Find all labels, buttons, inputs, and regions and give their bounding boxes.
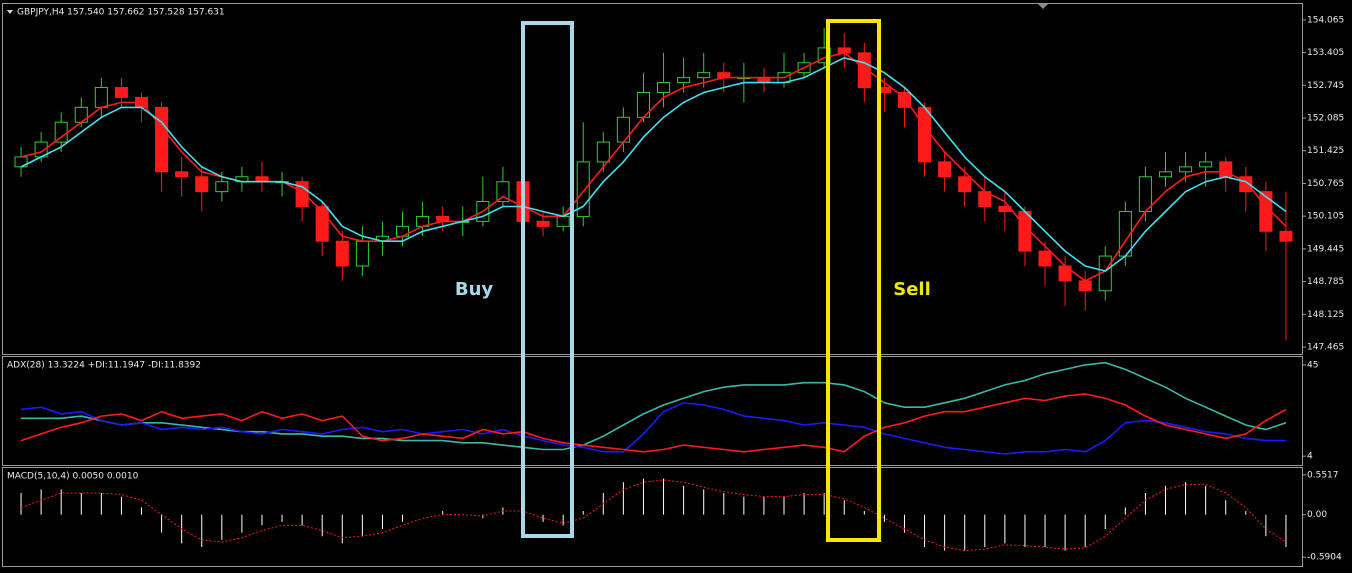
candle-body <box>657 82 671 93</box>
candle-body <box>114 87 128 98</box>
candle-body <box>1279 230 1293 242</box>
candle-body <box>958 176 972 193</box>
y-tick-label: 154.065 <box>1307 15 1344 25</box>
indicator-line <box>20 401 1286 455</box>
y-tick-label: 148.785 <box>1307 277 1344 287</box>
y-tick-label: -0.5904 <box>1307 553 1342 563</box>
candle-body <box>175 171 189 178</box>
candle-body <box>536 220 550 227</box>
y-tick-label: 148.125 <box>1307 310 1344 320</box>
candle-body <box>295 181 309 208</box>
sell-box <box>826 19 881 542</box>
candle-body <box>1179 166 1193 173</box>
candle-body <box>215 181 229 193</box>
candle-body <box>596 141 610 163</box>
macd-panel <box>2 467 1303 567</box>
buy-label: Buy <box>455 279 494 300</box>
candle-body <box>1078 280 1092 292</box>
moving-average <box>20 56 1287 272</box>
candle-body <box>195 176 209 193</box>
candle-body <box>1199 161 1213 168</box>
candle-body <box>155 106 169 173</box>
candle-body <box>335 240 349 267</box>
candle-body <box>556 215 570 227</box>
adx-panel <box>2 356 1303 466</box>
candle-body <box>496 181 510 203</box>
marks <box>14 19 1306 558</box>
indicator-line <box>21 361 1287 451</box>
macd-title: MACD(5,10,4) 0.0050 0.0010 <box>7 472 139 482</box>
buy-box <box>521 21 574 538</box>
signal-line <box>20 479 1287 552</box>
adx-title: ADX(28) 13.3224 +DI:11.1947 -DI:11.8392 <box>7 361 201 371</box>
candle-body <box>697 72 711 79</box>
y-tick-label: 0.5517 <box>1307 470 1339 480</box>
y-tick-label: 150.765 <box>1307 179 1344 189</box>
y-tick-label: 150.105 <box>1307 212 1344 222</box>
price-panel <box>2 3 1303 355</box>
candle-body <box>94 87 108 108</box>
y-tick-label: 152.085 <box>1307 114 1344 124</box>
y-tick-label: 153.405 <box>1307 48 1344 58</box>
candle-body <box>54 121 68 143</box>
y-tick-label: 0.00 <box>1307 510 1327 520</box>
y-tick-label: 151.425 <box>1307 146 1344 156</box>
candle-body <box>355 240 369 267</box>
candle-body <box>1158 171 1173 178</box>
y-tick-label: 149.445 <box>1307 244 1344 254</box>
candle-body <box>938 161 952 178</box>
y-tick-label: 4 <box>1307 452 1313 462</box>
candle-body <box>918 106 932 163</box>
y-tick-label: 147.465 <box>1307 343 1344 353</box>
candle-body <box>616 116 630 143</box>
candle-body <box>1038 250 1052 267</box>
indicator-line <box>20 393 1287 453</box>
sell-label: Sell <box>893 279 931 300</box>
shift-marker <box>1038 4 1048 9</box>
price-title: GBPJPY,H4 157.540 157.662 157.528 157.63… <box>17 8 225 18</box>
y-tick-label: 45 <box>1307 360 1318 370</box>
candle-body <box>677 77 691 84</box>
y-tick-label: 152.745 <box>1307 81 1344 91</box>
dropdown-icon[interactable] <box>7 10 13 14</box>
